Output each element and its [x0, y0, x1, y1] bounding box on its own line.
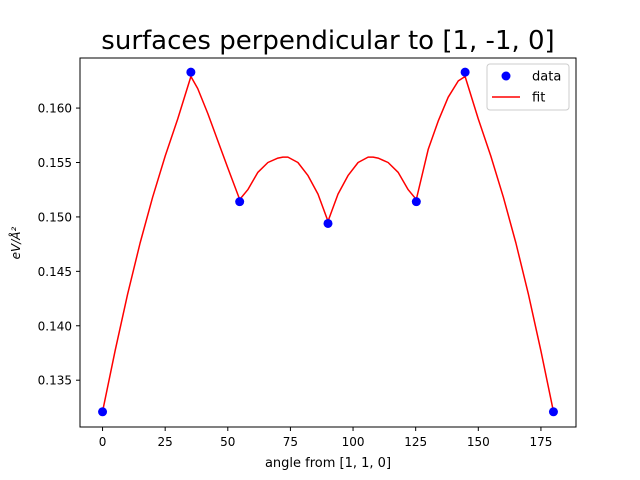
- x-axis-label: angle from [1, 1, 0]: [265, 456, 391, 471]
- y-axis-label: eV/Å²: [8, 226, 23, 259]
- x-tick-label: 75: [283, 435, 298, 449]
- legend-fit-label: fit: [532, 91, 545, 106]
- y-tick-label: 0.155: [38, 156, 72, 170]
- axes-frame: [79, 57, 577, 428]
- x-tick-label: 0: [99, 435, 107, 449]
- y-tick-label: 0.140: [38, 319, 72, 333]
- x-tick-label: 100: [342, 435, 365, 449]
- x-tick-label: 50: [220, 435, 235, 449]
- data-point: [323, 218, 333, 228]
- y-tick-label: 0.160: [38, 102, 72, 116]
- y-tick-label: 0.150: [38, 210, 72, 224]
- data-point: [460, 67, 470, 77]
- x-tick-label: 125: [404, 435, 427, 449]
- y-axis: 0.135 0.140 0.145 0.150 0.155 0.160: [38, 102, 80, 388]
- data-point: [548, 407, 558, 417]
- data-point: [411, 197, 421, 207]
- x-tick-label: 175: [529, 435, 552, 449]
- data-point: [186, 67, 196, 77]
- legend: data fit: [486, 63, 570, 111]
- data-point: [235, 197, 245, 207]
- y-tick-label: 0.145: [38, 265, 72, 279]
- chart-title: surfaces perpendicular to [1, -1, 0]: [101, 26, 554, 56]
- plot-area: [98, 67, 558, 417]
- y-tick-label: 0.135: [38, 374, 72, 388]
- x-tick-label: 150: [467, 435, 490, 449]
- x-axis: 0 25 50 75 100 125 150 175: [99, 427, 552, 449]
- legend-data-marker: [501, 71, 511, 81]
- legend-data-label: data: [532, 70, 561, 85]
- x-tick-label: 25: [158, 435, 173, 449]
- data-point: [98, 407, 108, 417]
